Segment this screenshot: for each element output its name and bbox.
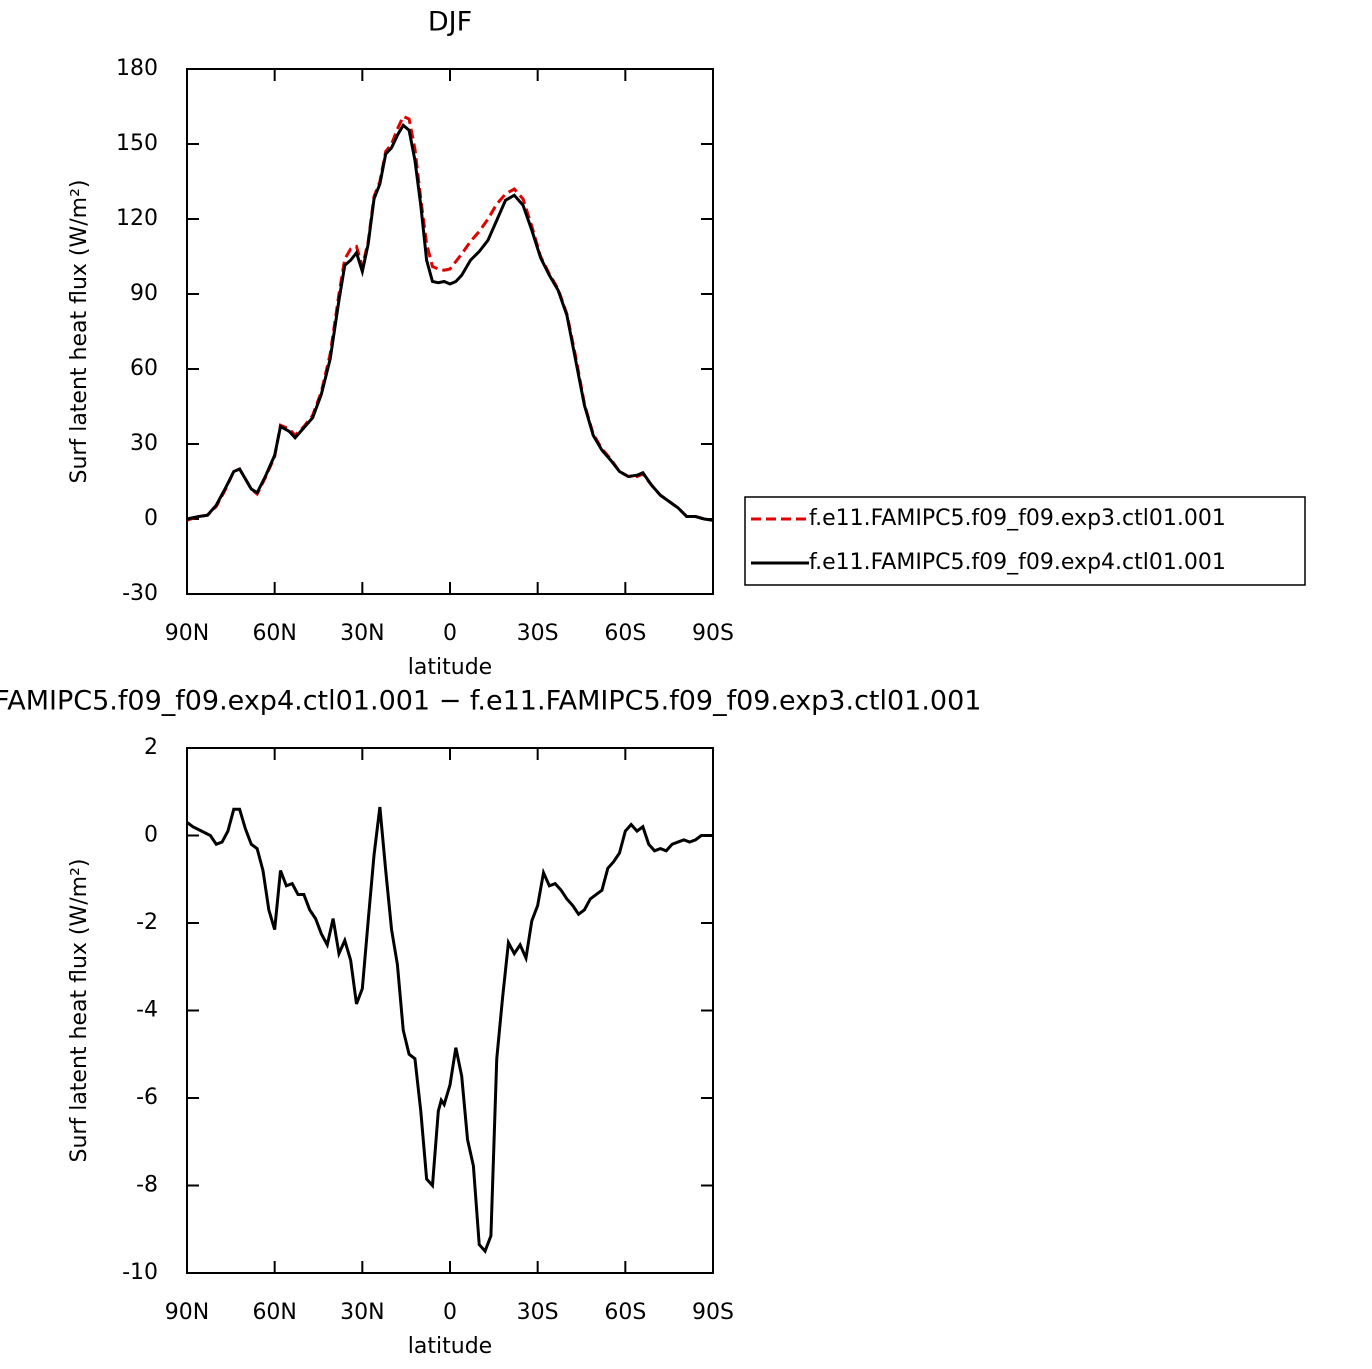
legend-label: f.e11.FAMIPC5.f09_f09.exp4.ctl01.001 (809, 550, 1226, 575)
data-line (186, 122, 714, 522)
y-tick-label: 0 (144, 506, 158, 531)
y-tick-label: 30 (130, 431, 158, 456)
data-line (186, 806, 713, 1254)
y-tick-label: -30 (122, 581, 158, 606)
y-tick-label: -6 (136, 1085, 158, 1110)
chart-title: f.e11.FAMIPC5.f09_f09.exp4.ctl01.001 − f… (0, 686, 981, 717)
x-tick-label: 90S (692, 1300, 734, 1325)
y-axis-label: Surf latent heat flux (W/m²) (67, 180, 92, 484)
chart-title: DJF (428, 7, 472, 38)
x-tick-label: 0 (443, 621, 457, 646)
x-tick-label: 60N (252, 621, 296, 646)
y-tick-label: 120 (116, 206, 158, 231)
x-tick-label: 60S (604, 1300, 646, 1325)
data-line (186, 114, 714, 522)
x-axis-label: latitude (408, 655, 492, 680)
y-tick-label: -2 (136, 910, 158, 935)
x-tick-label: 30N (340, 621, 384, 646)
x-tick-label: 30S (517, 621, 559, 646)
y-tick-label: 150 (116, 131, 158, 156)
legend-label: f.e11.FAMIPC5.f09_f09.exp3.ctl01.001 (809, 506, 1226, 531)
x-tick-label: 90N (165, 1300, 209, 1325)
legend-box (744, 496, 1306, 586)
y-tick-label: 180 (116, 56, 158, 81)
plot-frame (186, 747, 714, 1274)
y-tick-label: -8 (136, 1173, 158, 1198)
x-tick-label: 30N (340, 1300, 384, 1325)
x-tick-label: 30S (517, 1300, 559, 1325)
y-tick-label: -4 (136, 998, 158, 1023)
x-tick-label: 90S (692, 621, 734, 646)
y-tick-label: 0 (144, 823, 158, 848)
plot-frame (186, 68, 714, 595)
x-tick-label: 90N (165, 621, 209, 646)
y-tick-label: 90 (130, 281, 158, 306)
y-tick-label: 60 (130, 356, 158, 381)
x-tick-label: 0 (443, 1300, 457, 1325)
x-tick-label: 60S (604, 621, 646, 646)
y-tick-label: 2 (144, 735, 158, 760)
x-axis-label: latitude (408, 1334, 492, 1359)
x-tick-label: 60N (252, 1300, 296, 1325)
y-tick-label: -10 (122, 1260, 158, 1285)
y-axis-label: Surf latent heat flux (W/m²) (67, 859, 92, 1163)
